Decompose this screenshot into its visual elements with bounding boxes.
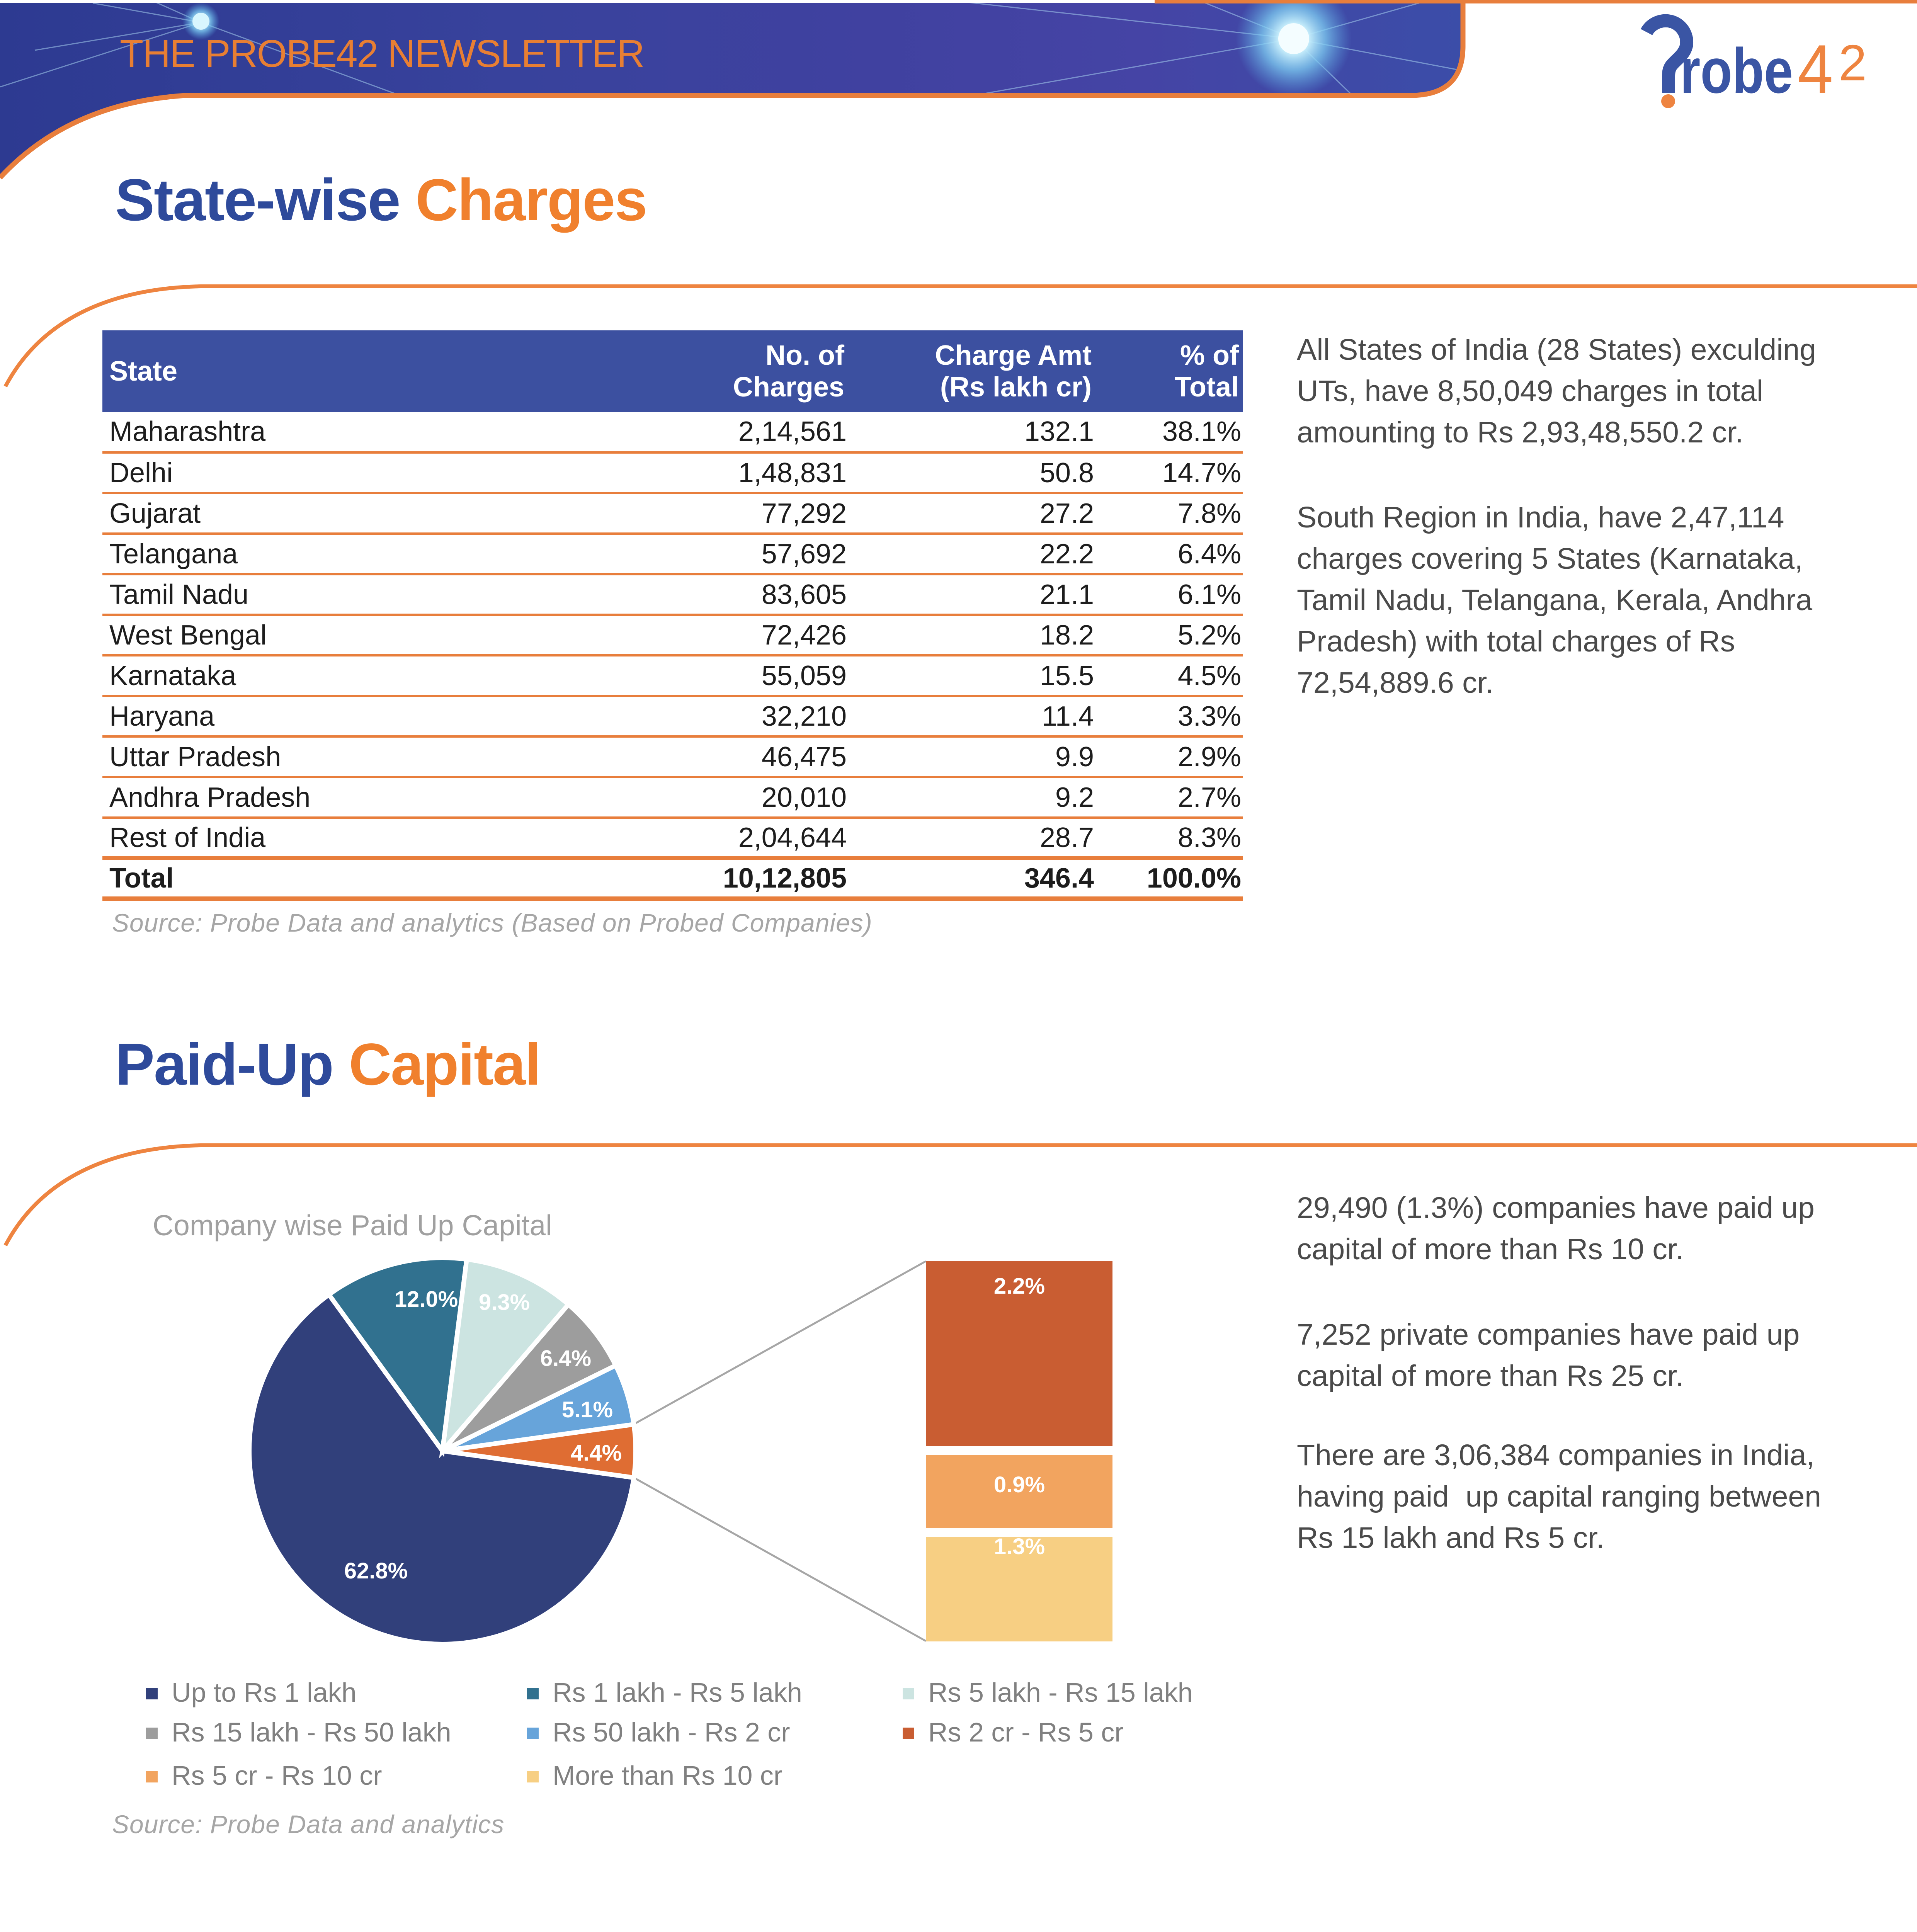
svg-text:4.4%: 4.4% <box>571 1440 622 1466</box>
svg-text:robe: robe <box>1680 35 1793 106</box>
svg-text:6.4%: 6.4% <box>540 1346 591 1371</box>
svg-text:1.3%: 1.3% <box>994 1534 1045 1559</box>
svg-text:5.1%: 5.1% <box>562 1397 613 1422</box>
svg-text:4: 4 <box>1798 31 1833 107</box>
svg-text:12.0%: 12.0% <box>395 1287 458 1312</box>
svg-text:0.9%: 0.9% <box>994 1472 1045 1497</box>
svg-text:62.8%: 62.8% <box>344 1558 408 1583</box>
svg-text:2.2%: 2.2% <box>994 1274 1045 1299</box>
svg-text:9.3%: 9.3% <box>479 1290 530 1315</box>
svg-text:2: 2 <box>1839 34 1867 91</box>
